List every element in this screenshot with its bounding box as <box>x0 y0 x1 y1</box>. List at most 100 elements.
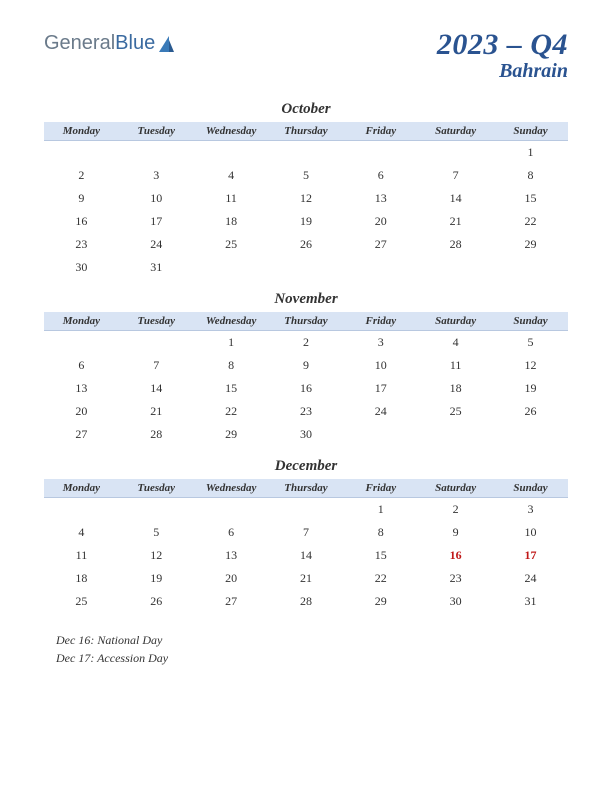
calendar-cell: 1 <box>194 331 269 355</box>
calendar-cell: 1 <box>493 141 568 165</box>
calendar-row: 25262728293031 <box>44 590 568 613</box>
weekday-header: Sunday <box>493 312 568 331</box>
calendar-cell: 4 <box>194 164 269 187</box>
calendar-cell: 6 <box>343 164 418 187</box>
calendar-cell: 10 <box>119 187 194 210</box>
calendar-cell <box>493 256 568 279</box>
calendar-cell: 31 <box>119 256 194 279</box>
calendar-cell <box>269 498 344 522</box>
calendar-cell: 24 <box>119 233 194 256</box>
calendar-cell: 9 <box>44 187 119 210</box>
calendar-cell: 28 <box>119 423 194 446</box>
calendar-cell <box>119 331 194 355</box>
calendar-cell: 21 <box>418 210 493 233</box>
calendar-cell: 1 <box>343 498 418 522</box>
calendar-cell: 30 <box>269 423 344 446</box>
month-block: NovemberMondayTuesdayWednesdayThursdayFr… <box>44 291 568 446</box>
calendar-cell: 29 <box>343 590 418 613</box>
weekday-header: Tuesday <box>119 479 194 498</box>
weekday-header: Tuesday <box>119 122 194 141</box>
logo-text-2: Blue <box>115 32 155 55</box>
weekday-header: Sunday <box>493 479 568 498</box>
calendar-row: 2345678 <box>44 164 568 187</box>
calendar-cell: 11 <box>194 187 269 210</box>
calendar-cell: 21 <box>119 400 194 423</box>
calendar-cell: 24 <box>343 400 418 423</box>
month-name: November <box>44 291 568 308</box>
weekday-header: Saturday <box>418 479 493 498</box>
calendar-cell <box>119 498 194 522</box>
calendar-cell <box>343 141 418 165</box>
calendar-row: 16171819202122 <box>44 210 568 233</box>
calendar-cell <box>44 331 119 355</box>
calendar-cell: 10 <box>343 354 418 377</box>
calendar-cell: 6 <box>194 521 269 544</box>
title-main: 2023 – Q4 <box>437 28 568 62</box>
calendar-cell: 15 <box>343 544 418 567</box>
calendar-cell <box>194 256 269 279</box>
month-name: October <box>44 101 568 118</box>
weekday-header: Wednesday <box>194 122 269 141</box>
logo-text-1: General <box>44 32 115 55</box>
calendar-cell: 2 <box>269 331 344 355</box>
weekday-header: Saturday <box>418 312 493 331</box>
calendar-cell: 18 <box>418 377 493 400</box>
month-block: October MondayTuesdayWednesdayThursdayFri… <box>44 101 568 279</box>
weekday-header: Tuesday <box>119 312 194 331</box>
calendar-cell: 26 <box>119 590 194 613</box>
calendar-cell <box>194 141 269 165</box>
calendar-table: MondayTuesdayWednesdayThursdayFridaySatu… <box>44 122 568 279</box>
calendar-row: 9101112131415 <box>44 187 568 210</box>
calendar-cell: 6 <box>44 354 119 377</box>
calendar-cell: 23 <box>269 400 344 423</box>
calendar-cell: 17 <box>493 544 568 567</box>
calendar-cell: 16 <box>418 544 493 567</box>
calendar-cell: 21 <box>269 567 344 590</box>
calendar-cell: 30 <box>44 256 119 279</box>
header: GeneralBlue 2023 – Q4 Bahrain <box>44 28 568 83</box>
calendar-cell: 5 <box>493 331 568 355</box>
calendar-cell: 20 <box>44 400 119 423</box>
calendar-cell: 27 <box>343 233 418 256</box>
calendar-cell: 27 <box>194 590 269 613</box>
calendar-table: MondayTuesdayWednesdayThursdayFridaySatu… <box>44 479 568 613</box>
calendar-cell: 12 <box>493 354 568 377</box>
calendar-cell: 11 <box>44 544 119 567</box>
calendar-cell: 28 <box>269 590 344 613</box>
calendar-row: 27282930 <box>44 423 568 446</box>
calendar-cell: 8 <box>493 164 568 187</box>
weekday-header: Wednesday <box>194 479 269 498</box>
calendar-cell <box>119 141 194 165</box>
calendar-cell: 3 <box>493 498 568 522</box>
calendar-cell: 29 <box>194 423 269 446</box>
calendar-cell: 23 <box>44 233 119 256</box>
logo: GeneralBlue <box>44 32 175 55</box>
holiday-note: Dec 17: Accession Day <box>56 649 568 667</box>
calendar-cell: 4 <box>418 331 493 355</box>
calendar-cell: 27 <box>44 423 119 446</box>
calendar-cell: 17 <box>343 377 418 400</box>
calendar-cell: 22 <box>194 400 269 423</box>
months-container: October MondayTuesdayWednesdayThursdayFri… <box>44 101 568 613</box>
calendar-cell: 15 <box>194 377 269 400</box>
calendar-page: GeneralBlue 2023 – Q4 Bahrain October Mon… <box>0 0 612 687</box>
calendar-cell: 19 <box>493 377 568 400</box>
calendar-cell <box>269 256 344 279</box>
calendar-cell <box>44 498 119 522</box>
calendar-row: 3031 <box>44 256 568 279</box>
calendar-row: 45678910 <box>44 521 568 544</box>
calendar-cell <box>493 423 568 446</box>
calendar-cell <box>343 256 418 279</box>
calendar-cell: 19 <box>269 210 344 233</box>
calendar-cell: 9 <box>418 521 493 544</box>
logo-sail-icon <box>157 34 175 54</box>
calendar-cell: 17 <box>119 210 194 233</box>
calendar-row: 11121314151617 <box>44 544 568 567</box>
calendar-row: 20212223242526 <box>44 400 568 423</box>
weekday-header: Friday <box>343 312 418 331</box>
weekday-header: Monday <box>44 122 119 141</box>
calendar-cell: 3 <box>343 331 418 355</box>
calendar-row: 12345 <box>44 331 568 355</box>
month-name: December <box>44 458 568 475</box>
calendar-cell: 7 <box>119 354 194 377</box>
